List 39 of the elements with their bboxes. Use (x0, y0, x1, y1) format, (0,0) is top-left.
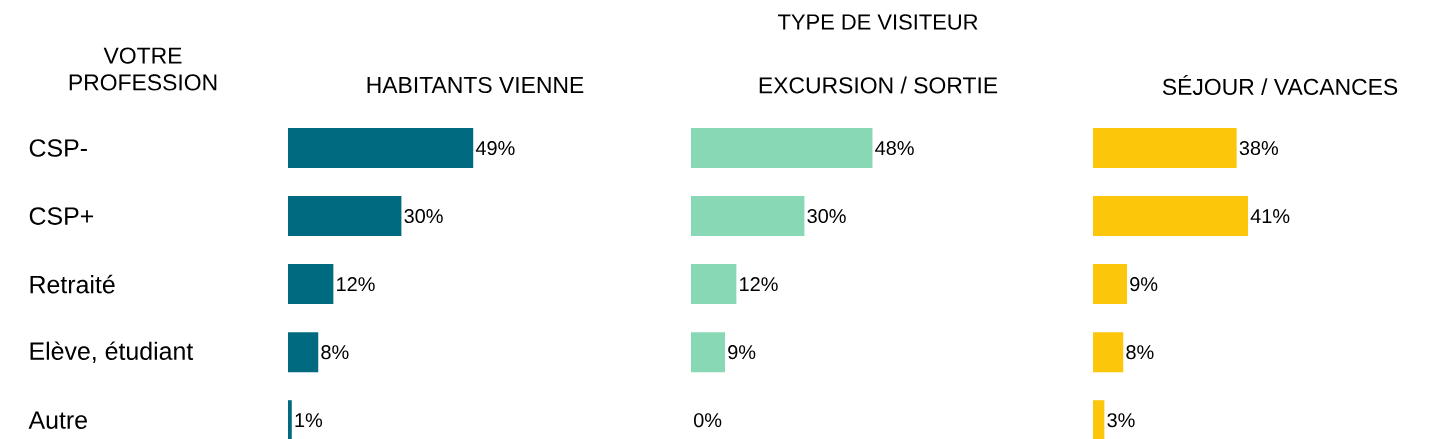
y-tick-label: Retraité (30, 274, 115, 294)
data-label: 30% (404, 209, 443, 224)
data-label: 9% (728, 345, 756, 360)
data-label: 3% (1107, 413, 1135, 428)
y-tick-label: Autre (28, 411, 87, 429)
data-label: 0% (693, 413, 722, 428)
data-label: 12% (740, 277, 778, 292)
data-label: 41% (1250, 209, 1290, 224)
bar (288, 264, 334, 305)
bar (288, 196, 402, 237)
bar (691, 332, 726, 373)
bar (691, 196, 805, 237)
bar (288, 332, 319, 373)
data-label: 1% (295, 413, 323, 428)
bar (288, 400, 292, 439)
bar (691, 128, 873, 169)
y-axis-title: VOTRE PROFESSION (69, 47, 217, 91)
bar (691, 264, 737, 305)
chart-title: EXCURSION / SORTIE (759, 76, 998, 94)
data-label: 9% (1130, 277, 1158, 292)
y-tick-label: Elève, étudiant (30, 341, 194, 363)
chart-title: HABITANTS VIENNE (367, 76, 584, 94)
chart-title: SÉJOUR / VACANCES (1162, 74, 1398, 96)
data-label: 12% (337, 277, 375, 292)
text: TYPE DE VISITEUR (778, 14, 978, 30)
data-label: 48% (875, 140, 914, 156)
y-tick-label: CSP- (29, 139, 87, 157)
data-label: 38% (1239, 140, 1279, 156)
bar (1093, 400, 1105, 439)
bar (288, 128, 474, 169)
bar (1093, 196, 1248, 237)
bar (1093, 264, 1128, 305)
bar (1093, 332, 1124, 373)
data-label: 49% (475, 140, 515, 156)
y-tick-label: CSP+ (29, 207, 94, 225)
data-label: 8% (1126, 345, 1154, 360)
bar (1093, 128, 1237, 169)
data-label: 30% (807, 209, 846, 224)
data-label: 8% (321, 345, 349, 360)
